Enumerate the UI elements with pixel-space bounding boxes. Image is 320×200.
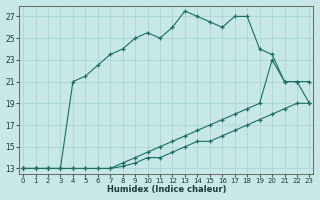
- X-axis label: Humidex (Indice chaleur): Humidex (Indice chaleur): [107, 185, 226, 194]
